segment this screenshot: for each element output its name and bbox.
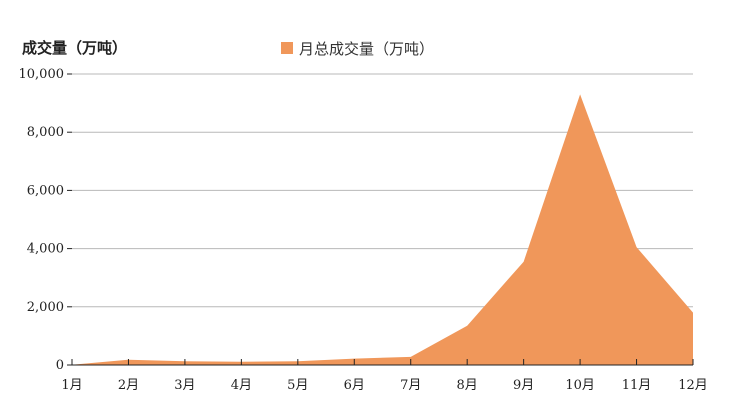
series-area-layer	[71, 94, 694, 366]
x-tick-label: 10月	[565, 378, 595, 393]
series-area	[72, 94, 693, 366]
x-tick-label: 1月	[61, 378, 82, 393]
y-tick-label: 6,000	[27, 183, 64, 198]
x-tick-label: 3月	[174, 378, 195, 393]
y-tick-label: 8,000	[27, 125, 64, 140]
legend: 月总成交量（万吨）	[281, 40, 434, 58]
x-tick-label: 4月	[231, 378, 252, 393]
x-tick-label: 8月	[457, 378, 478, 393]
x-tick-label: 11月	[622, 378, 652, 393]
y-axis-title: 成交量（万吨）	[22, 39, 127, 57]
x-tick-label: 5月	[287, 378, 308, 393]
y-tick-label: 0	[56, 358, 64, 373]
y-tick-label: 2,000	[27, 300, 64, 315]
x-tick-label: 2月	[118, 378, 139, 393]
x-tick-label: 12月	[678, 378, 708, 393]
y-axis: 0 2,000 4,000 6,000 8,000 10,000	[19, 67, 72, 373]
legend-swatch	[281, 42, 293, 54]
x-tick-label: 7月	[400, 378, 421, 393]
y-tick-label: 10,000	[19, 67, 65, 82]
x-tick-label: 6月	[344, 378, 365, 393]
legend-label: 月总成交量（万吨）	[299, 40, 434, 58]
y-tick-label: 4,000	[27, 242, 64, 257]
x-axis: 1月 2月 3月 4月 5月 6月 7月 8月 9月 10月 11月 12月	[61, 359, 708, 393]
x-tick-label: 9月	[513, 378, 534, 393]
